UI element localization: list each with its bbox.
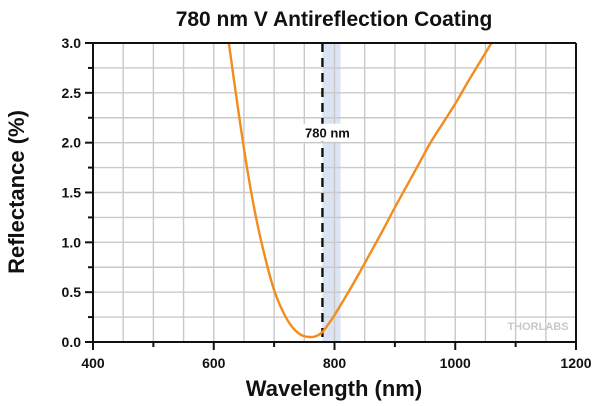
- x-tick-label: 400: [81, 355, 105, 371]
- x-tick-label: 600: [202, 355, 226, 371]
- y-tick-label: 3.0: [62, 35, 82, 51]
- wavelength-annotation-label: 780 nm: [305, 126, 350, 141]
- y-tick-label: 0.5: [62, 284, 82, 300]
- thorlabs-watermark: THORLABS: [507, 321, 568, 333]
- y-axis-label: Reflectance (%): [4, 110, 29, 274]
- y-tick-label: 2.0: [62, 135, 82, 151]
- x-tick-label: 1000: [440, 355, 471, 371]
- y-tick-label: 2.5: [62, 85, 82, 101]
- y-tick-label: 1.0: [62, 234, 82, 250]
- y-tick-label: 1.5: [62, 185, 82, 201]
- x-tick-label: 800: [323, 355, 347, 371]
- y-tick-label: 0.0: [62, 334, 82, 350]
- chart-title: 780 nm V Antireflection Coating: [176, 8, 493, 31]
- reflectance-curve: [227, 42, 493, 339]
- annotation-label-background: [298, 123, 357, 142]
- x-tick-label: 1200: [560, 355, 591, 371]
- x-axis-label: Wavelength (nm): [246, 376, 422, 401]
